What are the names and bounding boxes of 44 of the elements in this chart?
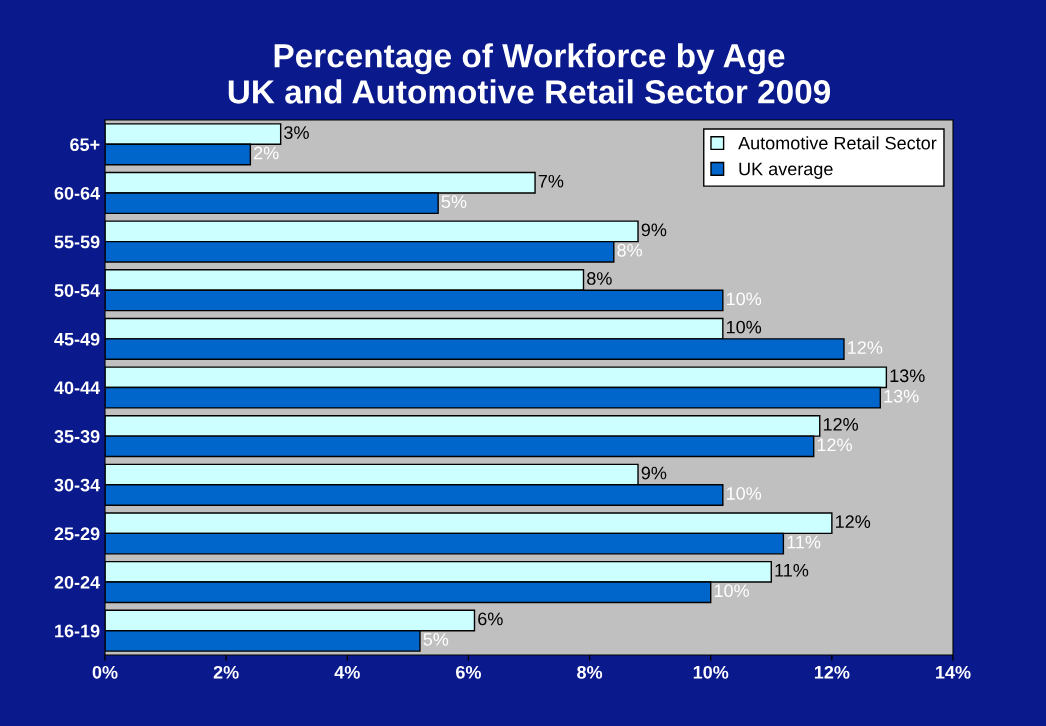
data-label: 11% bbox=[787, 535, 821, 549]
data-label: 7% bbox=[538, 174, 564, 188]
legend-label: Automotive Retail Sector bbox=[738, 136, 937, 150]
y-tick-label: 60-64 bbox=[54, 186, 101, 200]
legend-label: UK average bbox=[739, 162, 833, 179]
y-tick-label: 16-19 bbox=[55, 624, 100, 638]
data-label: 12% bbox=[836, 515, 871, 528]
data-label: 5% bbox=[423, 633, 449, 646]
y-tick-label: 65+ bbox=[70, 138, 100, 152]
y-tick-label: 25-29 bbox=[54, 527, 100, 541]
x-tick-label: 4% bbox=[334, 665, 360, 679]
data-label: 12% bbox=[848, 341, 883, 354]
x-tick-label: 14% bbox=[936, 665, 971, 679]
data-label: 11% bbox=[775, 563, 809, 577]
data-label: 6% bbox=[478, 612, 503, 626]
data-label: 8% bbox=[617, 243, 643, 257]
data-label: 10% bbox=[714, 584, 749, 598]
x-tick-label: 0% bbox=[92, 665, 118, 679]
x-tick-label: 8% bbox=[577, 665, 603, 679]
x-tick-label: 2% bbox=[213, 665, 239, 679]
x-tick-label: 12% bbox=[814, 665, 850, 679]
x-tick-label: 6% bbox=[456, 665, 481, 679]
y-tick-label: 50-54 bbox=[54, 284, 101, 297]
x-tick-label: 10% bbox=[693, 665, 729, 679]
data-label: 10% bbox=[726, 292, 762, 306]
data-label: 13% bbox=[884, 389, 919, 403]
data-label: 9% bbox=[641, 223, 667, 237]
data-label: 10% bbox=[726, 320, 762, 334]
y-tick-label: 45-49 bbox=[54, 332, 100, 346]
data-label: 12% bbox=[823, 417, 859, 431]
data-label: 12% bbox=[817, 438, 852, 452]
y-tick-label: 20-24 bbox=[54, 575, 101, 589]
data-label: 9% bbox=[641, 466, 667, 480]
data-label: 8% bbox=[587, 272, 612, 285]
y-tick-label: 30-34 bbox=[54, 478, 101, 492]
y-tick-label: 40-44 bbox=[54, 381, 101, 395]
data-label: 5% bbox=[441, 195, 467, 209]
data-label: 3% bbox=[284, 126, 309, 139]
data-label: 10% bbox=[726, 487, 762, 500]
y-tick-label: 55-59 bbox=[54, 235, 100, 249]
y-tick-label: 35-39 bbox=[54, 430, 100, 443]
data-label: 2% bbox=[254, 146, 279, 160]
data-label: 13% bbox=[890, 369, 925, 383]
chart-title: Percentage of Workforce by Age UK and Automotive Retail Sector 2009 bbox=[228, 43, 831, 104]
